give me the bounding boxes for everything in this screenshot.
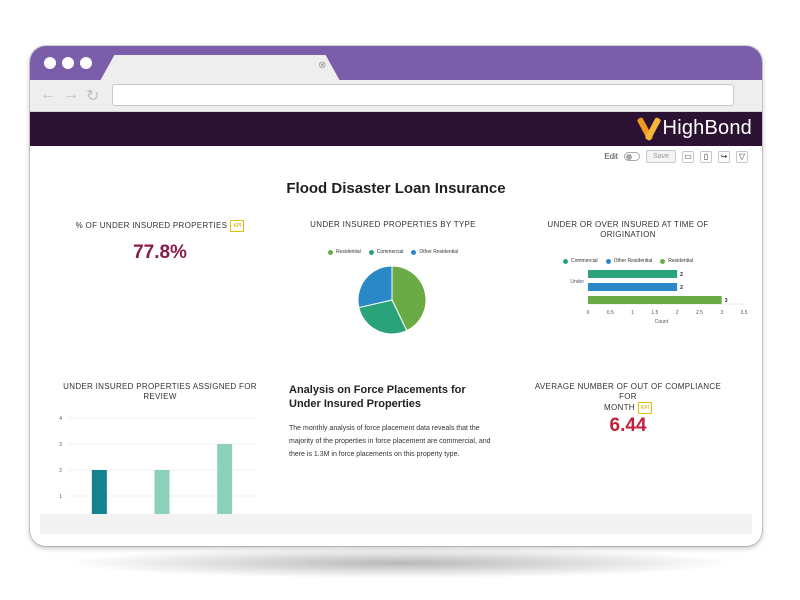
pie-slice-commercial[interactable]: [358, 299, 408, 335]
legend-swatch: [327, 249, 333, 255]
hbar-category-label: Under: [570, 279, 584, 285]
legend-item[interactable]: Other Residential: [605, 258, 653, 264]
save-button[interactable]: Save: [646, 150, 676, 163]
window-close-dot[interactable]: [44, 57, 56, 69]
legend-label: Commercial: [570, 258, 598, 264]
legend-item[interactable]: Other Residential: [411, 249, 458, 255]
hbar-data-label: 2: [680, 285, 683, 291]
dashboard-controls: Edit Save ▭ ▯ ↪ ▽: [604, 150, 748, 163]
legend-swatch: [411, 249, 417, 255]
window-maximize-dot[interactable]: [80, 57, 92, 69]
legend-label: Residential: [335, 249, 361, 255]
kpi2-title: AVERAGE NUMBER OF OUT OF COMPLIANCE FOR …: [528, 382, 728, 414]
kpi2-badge: KPI: [637, 402, 652, 414]
hbar-x-tick: 0: [587, 310, 590, 316]
pie-chart: [357, 265, 427, 335]
legend-item[interactable]: Residential: [660, 258, 693, 264]
hbar-bar-other-residential[interactable]: [588, 283, 678, 291]
filter-icon[interactable]: ▽: [736, 150, 748, 163]
vbar-title: UNDER INSURED PROPERTIES ASSIGNED FOR RE…: [60, 382, 260, 402]
legend-item[interactable]: Commercial: [368, 249, 404, 255]
vbar-bar-other-residential[interactable]: [154, 470, 170, 522]
window-shadow: [70, 548, 730, 578]
hbar-title-line1: UNDER OR OVER INSURED AT TIME OF: [547, 220, 709, 229]
tab-close-icon[interactable]: ⊗: [318, 60, 327, 71]
window-minimize-dot[interactable]: [62, 57, 74, 69]
legend-swatch: [660, 258, 666, 264]
vbar-bar-commercial[interactable]: [91, 470, 107, 522]
trash-icon[interactable]: ▯: [700, 150, 712, 163]
address-bar[interactable]: [112, 84, 734, 106]
app-header: HighBond: [30, 112, 762, 146]
browser-titlebar: ⊗: [30, 46, 762, 81]
kpi2-title-line1: AVERAGE NUMBER OF OUT OF COMPLIANCE FOR: [534, 382, 722, 401]
legend-label: Other Residential: [613, 258, 653, 264]
dashboard-content: Edit Save ▭ ▯ ↪ ▽ Flood Disaster Loan In…: [40, 146, 752, 534]
hbar-x-tick: 1.5: [651, 310, 658, 316]
edit-toggle[interactable]: [624, 152, 641, 161]
vbar-bar-residential[interactable]: [217, 444, 233, 522]
kpi1-title-text: % OF UNDER INSURED PROPERTIES: [75, 221, 228, 230]
vbar-y-tick: 1: [59, 494, 62, 500]
hbar-data-label: 2: [680, 272, 683, 278]
kpi2-title-line2: MONTH: [604, 403, 635, 412]
dashboard-title: Flood Disaster Loan Insurance: [286, 180, 506, 197]
bottom-bar: [40, 514, 752, 534]
hbar-title: UNDER OR OVER INSURED AT TIME OF ORIGINA…: [528, 220, 728, 240]
reload-icon[interactable]: ↻: [86, 88, 100, 105]
present-icon[interactable]: ▭: [682, 150, 694, 163]
hbar-bar-residential[interactable]: [588, 296, 722, 304]
kpi2-value: 6.44: [609, 415, 647, 436]
kpi1-badge: KPI: [230, 220, 245, 232]
highbond-logo[interactable]: HighBond: [636, 116, 752, 141]
kpi1-title: % OF UNDER INSURED PROPERTIES KPI: [60, 220, 260, 232]
browser-tab[interactable]: ⊗: [100, 55, 340, 81]
hbar-data-label: 3: [725, 298, 728, 304]
hbar-title-line2: ORIGINATION: [600, 230, 656, 239]
vbar-y-tick: 2: [59, 468, 62, 474]
hbar-bar-commercial[interactable]: [588, 270, 678, 278]
forward-arrow-icon[interactable]: →: [63, 86, 79, 103]
vbar-y-tick: 4: [59, 416, 62, 422]
kpi1-value: 77.8%: [133, 242, 187, 263]
legend-label: Residential: [668, 258, 694, 264]
browser-window: ⊗ ← → ↻ HighBond Edit Save ▭ ▯ ↪ ▽ Flood…: [30, 46, 762, 546]
vbar-y-tick: 3: [59, 442, 62, 448]
legend-item[interactable]: Commercial: [562, 258, 598, 264]
hbar-legend: Commercial Other Residential Residential: [528, 258, 728, 264]
hbar-x-tick: 2: [676, 310, 679, 316]
legend-label: Commercial: [376, 249, 404, 255]
hbar-x-tick: 3: [720, 310, 723, 316]
logo-text: HighBond: [662, 117, 752, 139]
hbar-x-axis-label: Count: [655, 319, 669, 325]
share-icon[interactable]: ↪: [718, 150, 730, 163]
pie-title: UNDER INSURED PROPERTIES BY TYPE: [310, 220, 476, 229]
pie-slice-other-residential[interactable]: [357, 265, 393, 309]
analysis-body: The monthly analysis of force placement …: [289, 425, 491, 458]
legend-swatch: [368, 249, 374, 255]
vbar-title-line1: UNDER INSURED PROPERTIES ASSIGNED FOR: [63, 382, 257, 391]
hbar-chart: 0 0.5 1 1.5 2 2.5 3 3.5 Under 2 2 3 Count: [570, 270, 748, 325]
legend-item[interactable]: Residential: [327, 249, 361, 255]
back-arrow-icon[interactable]: ←: [40, 86, 56, 103]
analysis-title: Analysis on Force Placements for Under I…: [289, 384, 466, 410]
hbar-x-tick: 3.5: [741, 310, 748, 316]
browser-toolbar: ← → ↻: [30, 80, 762, 112]
legend-swatch: [562, 258, 568, 264]
legend-label: Other Residential: [419, 249, 459, 255]
hbar-x-tick: 0.5: [607, 310, 614, 316]
legend-swatch: [605, 258, 611, 264]
edit-label: Edit: [604, 152, 619, 161]
highbond-logo-mark-icon: [636, 116, 661, 141]
pie-legend: Residential Commercial Other Residential: [293, 249, 493, 255]
vbar-title-line2: REVIEW: [143, 392, 177, 401]
hbar-x-tick: 2.5: [696, 310, 703, 316]
hbar-x-tick: 1: [631, 310, 634, 316]
pie-slice-residential[interactable]: [391, 265, 427, 332]
